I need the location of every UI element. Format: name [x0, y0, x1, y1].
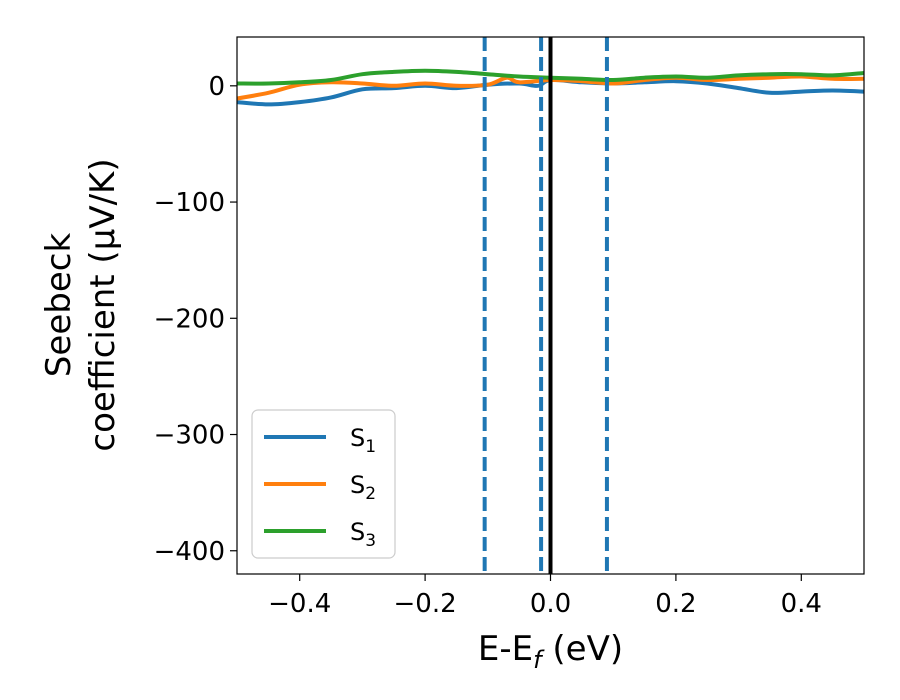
y-tick-label: −300	[154, 421, 225, 451]
x-tick-label: 0.4	[781, 589, 822, 619]
legend-label-main: S	[350, 518, 365, 546]
series-line-2	[237, 74, 864, 101]
legend-label-sub: 2	[365, 484, 376, 504]
y-axis-title: Seebeck coefficient (μV/K)	[39, 158, 123, 451]
x-tick-label: 0.2	[655, 589, 696, 619]
legend-label-main: S	[350, 424, 365, 452]
x-axis-title-main: E-E	[478, 629, 533, 669]
legend-label-3: S3	[350, 518, 376, 551]
plot-layer: −0.4 −0.2 0.0 0.2 0.4 0 −100 −200 −300 −400 E-Ef (…	[39, 36, 865, 674]
legend-label-sub: 1	[365, 437, 376, 457]
legend-label-sub: 3	[365, 531, 376, 551]
x-axis-title-unit: (eV)	[542, 629, 624, 669]
series-group	[237, 37, 864, 574]
x-axis-title: E-Ef (eV)	[478, 629, 623, 674]
x-tick-label: −0.4	[268, 589, 331, 619]
y-axis-title-line1: Seebeck	[39, 233, 79, 378]
y-tick-label: −200	[154, 304, 225, 334]
y-tick-label: −400	[154, 537, 225, 567]
legend-label-2: S2	[350, 471, 376, 504]
legend-label-1: S1	[350, 424, 376, 457]
y-tick-label: 0	[208, 72, 225, 102]
x-tick-label: 0.0	[530, 589, 571, 619]
x-tick-label: −0.2	[394, 589, 457, 619]
legend-label-main: S	[350, 471, 365, 499]
series-line-1	[237, 77, 864, 107]
y-axis-title-line2: coefficient (μV/K)	[83, 158, 123, 451]
y-tick-label: −100	[154, 188, 225, 218]
